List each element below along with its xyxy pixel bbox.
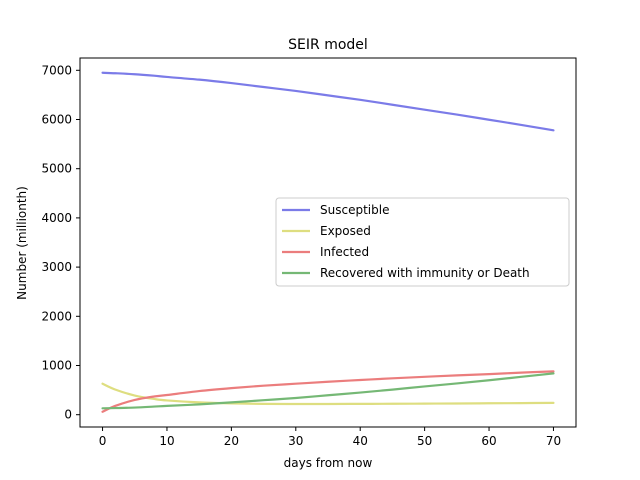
legend-label-3: Recovered with immunity or Death — [320, 266, 530, 280]
series-line-0 — [101, 71, 555, 132]
y-tick-label: 6000 — [41, 113, 72, 127]
series-layer — [101, 71, 555, 413]
x-tick-label: 30 — [288, 434, 303, 448]
x-tick-label: 40 — [353, 434, 368, 448]
y-tick-label: 5000 — [41, 162, 72, 176]
x-tick-label: 0 — [99, 434, 107, 448]
x-tick-label: 50 — [417, 434, 432, 448]
x-tick-label: 10 — [159, 434, 174, 448]
legend-label-0: Susceptible — [320, 203, 389, 217]
y-tick-label: 0 — [64, 408, 72, 422]
y-axis-label: Number (millionth) — [15, 186, 29, 300]
y-tick-label: 4000 — [41, 211, 72, 225]
legend-box — [275, 197, 570, 287]
legend-label-2: Infected — [320, 245, 369, 259]
chart-title: SEIR model — [288, 37, 368, 53]
y-tick-label: 2000 — [41, 309, 72, 323]
axes-frame — [79, 57, 577, 428]
legend: Susceptible Exposed Infected Recovered with… — [275, 197, 570, 287]
y-tick-label: 3000 — [41, 260, 72, 274]
x-tick-label: 70 — [546, 434, 561, 448]
series-line-3 — [101, 372, 555, 410]
y-tick-label: 1000 — [41, 359, 72, 373]
legend-label-1: Exposed — [320, 224, 371, 238]
x-axis-label: days from now — [284, 456, 373, 470]
x-tick-label: 60 — [481, 434, 496, 448]
x-tick-label: 20 — [224, 434, 239, 448]
axes-layer: 0 10 20 30 40 50 60 70 0 1000 2000 3000 4000 5000 6000… — [41, 57, 577, 448]
series-line-2 — [101, 370, 555, 413]
y-tick-label: 7000 — [41, 63, 72, 77]
